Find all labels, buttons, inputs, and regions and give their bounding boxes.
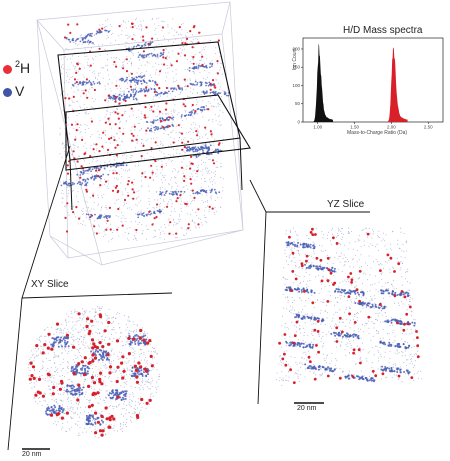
vanadium-dot-icon xyxy=(3,87,12,97)
yz-scale-label: 20 nm xyxy=(297,405,317,412)
deuterium-peak-1da xyxy=(306,43,334,122)
leader-lines xyxy=(7,145,370,451)
xy-scale-label: 20 nm xyxy=(22,451,42,458)
spectrum-x-tick: 2.50 xyxy=(424,125,433,130)
yz-slice-map xyxy=(275,227,423,386)
spectrum-y-tick: 50 xyxy=(295,101,301,106)
xy-slice-title: XY Slice xyxy=(31,279,69,290)
deuterium-peak-2da xyxy=(381,47,408,122)
spectrum-y-label: Ion Count xyxy=(292,48,298,70)
reconstruction-volume xyxy=(36,1,244,266)
yz-slice-title: YZ Slice xyxy=(327,199,365,210)
spectrum-y-tick: 150 xyxy=(292,65,300,70)
spectrum-x-tick: 1.00 xyxy=(313,125,322,130)
spectrum-y-tick: 0 xyxy=(297,120,300,125)
xy-slice-map xyxy=(27,306,160,439)
hydrogen-dot-icon xyxy=(3,64,12,74)
spectrum-x-tick: 2.00 xyxy=(387,125,396,130)
spectrum-y-tick: 200 xyxy=(292,46,300,51)
spectrum-title: H/D Mass spectra xyxy=(343,25,423,36)
spectrum-x-label: Mass-to-Charge Ratio (Da) xyxy=(347,130,408,136)
slice-planes xyxy=(57,41,251,211)
spectrum-y-tick: 100 xyxy=(292,83,300,88)
spectrum-x-tick: 1.50 xyxy=(350,125,359,130)
legend-vanadium: V xyxy=(3,83,24,99)
legend-hydrogen: 2H xyxy=(3,59,30,76)
mass-spectrum-plot: 0 50 100 150 200 1.00 1.50 2.00 2.50 xyxy=(292,37,444,130)
